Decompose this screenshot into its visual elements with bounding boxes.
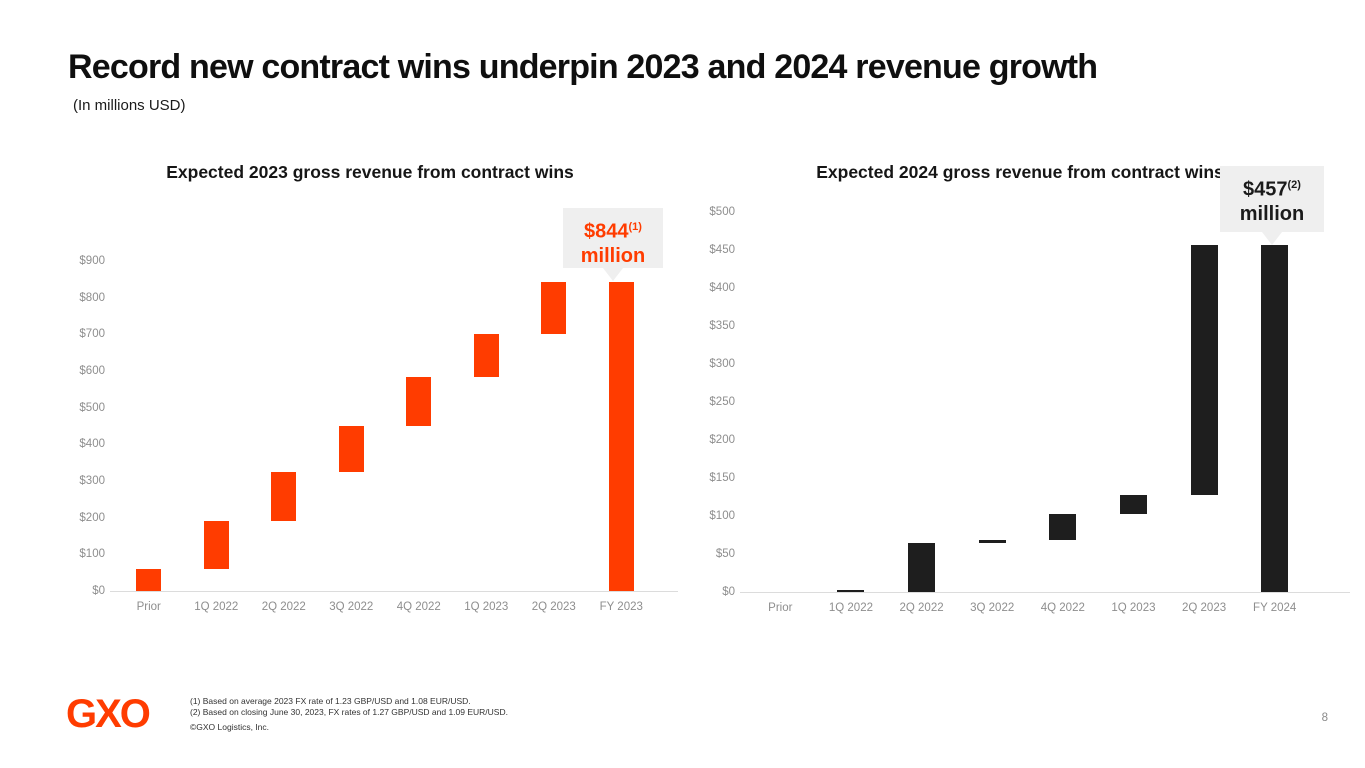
x-axis-category-label: Prior — [768, 602, 793, 614]
callout-2023-total: $844(1) million — [563, 208, 663, 281]
y-axis-tick-label: $0 — [92, 585, 105, 597]
y-axis-tick-label: $350 — [709, 320, 735, 332]
waterfall-bar-1q-2022 — [203, 521, 229, 569]
x-axis-category-label: 3Q 2022 — [970, 602, 1015, 614]
waterfall-bar-3q-2022 — [338, 426, 364, 472]
y-axis-tick-label: $300 — [79, 475, 105, 487]
x-axis-category-label: 2Q 2022 — [261, 601, 306, 613]
waterfall-bar-1q-2023 — [473, 334, 499, 377]
callout-2024-total: $457(2) million — [1220, 166, 1324, 245]
callout-2023-footnote-ref: (1) — [628, 221, 642, 233]
y-axis-tick-label: $0 — [722, 586, 735, 598]
x-axis-line — [740, 592, 1350, 593]
callout-2023-value-line: $844(1) — [569, 215, 657, 244]
x-axis-category-label: 4Q 2022 — [1040, 602, 1085, 614]
waterfall-bar-fy-2023 — [608, 281, 634, 591]
chart-2023-title: Expected 2023 gross revenue from contrac… — [166, 162, 574, 182]
x-axis-category-label: 3Q 2022 — [329, 601, 374, 613]
x-axis-category-label: Prior — [136, 601, 161, 613]
x-axis-category-label: FY 2024 — [1253, 602, 1297, 614]
y-axis-tick-label: $100 — [709, 510, 735, 522]
waterfall-bar-1q-2023 — [1119, 494, 1147, 514]
y-axis-tick-label: $900 — [79, 255, 105, 267]
callout-2024-pointer-icon — [1262, 232, 1282, 245]
footnote-2: (2) Based on closing June 30, 2023, FX r… — [190, 707, 508, 717]
waterfall-bar-3q-2022 — [978, 540, 1006, 543]
x-axis-category-label: 1Q 2022 — [828, 602, 873, 614]
chart-2024-revenue: Expected 2024 gross revenue from contrac… — [690, 150, 1350, 650]
callout-2023-unit: million — [580, 244, 646, 267]
x-axis-category-label: 1Q 2023 — [1111, 602, 1156, 614]
page-number: 8 — [1321, 712, 1328, 724]
callout-2024-value-line: $457(2) — [1226, 173, 1318, 202]
y-axis-tick-label: $200 — [79, 511, 105, 524]
chart-2024-title: Expected 2024 gross revenue from contrac… — [816, 162, 1224, 182]
y-axis-tick-label: $200 — [709, 434, 735, 446]
chart-2023-plot-area: $0 $100 $200 $300 $400 $500 $600 $700 $800 $900 Pr… — [79, 255, 678, 613]
callout-2023-pointer-icon — [603, 268, 623, 281]
chart-2023-revenue: Expected 2023 gross revenue from contrac… — [60, 150, 680, 650]
footnote-1: (1) Based on average 2023 FX rate of 1.2… — [190, 696, 471, 706]
chart-2024-plot-area: $0 $50 $100 $150 $200 $250 $300 $350 $400 $450 $50… — [709, 206, 1350, 614]
waterfall-bar-2q-2023 — [1190, 244, 1218, 495]
callout-2023-value: $844 — [584, 220, 629, 243]
x-axis-category-label: 1Q 2023 — [464, 601, 509, 613]
y-axis-tick-label: $250 — [709, 396, 735, 408]
waterfall-bar-prior — [136, 569, 162, 591]
x-axis-category-label: FY 2023 — [599, 601, 643, 613]
x-axis-category-label: 1Q 2022 — [194, 601, 239, 613]
y-axis-tick-label: $100 — [79, 548, 105, 561]
waterfall-bar-2q-2023 — [541, 281, 567, 335]
x-axis-category-label: 2Q 2022 — [899, 602, 944, 614]
gxo-logo: GXO — [66, 692, 151, 736]
y-axis-tick-label: $400 — [709, 282, 735, 294]
x-axis-category-label: 2Q 2023 — [531, 601, 576, 613]
waterfall-bar-2q-2022 — [908, 542, 936, 592]
copyright-text: ©GXO Logistics, Inc. — [190, 722, 270, 732]
footnotes: (1) Based on average 2023 FX rate of 1.2… — [190, 696, 508, 718]
x-axis-line — [110, 591, 678, 592]
waterfall-bar-4q-2022 — [406, 376, 432, 426]
callout-2024-value: $457 — [1243, 178, 1288, 201]
callout-2024-footnote-ref: (2) — [1287, 179, 1301, 191]
y-axis-tick-label: $300 — [709, 358, 735, 370]
x-axis-category-label: 2Q 2023 — [1182, 602, 1227, 614]
y-axis-tick-label: $50 — [715, 548, 735, 560]
y-axis-tick-label: $800 — [79, 291, 105, 304]
waterfall-bar-2q-2022 — [271, 471, 297, 522]
y-axis-tick-label: $700 — [79, 328, 105, 341]
x-axis-category-label: 4Q 2022 — [396, 601, 441, 613]
y-axis-tick-label: $400 — [79, 438, 105, 451]
y-axis-tick-label: $500 — [709, 206, 735, 218]
y-axis-tick-label: $450 — [709, 244, 735, 256]
waterfall-bar-4q-2022 — [1049, 513, 1077, 541]
slide-title: Record new contract wins underpin 2023 a… — [68, 48, 1098, 86]
y-axis-tick-label: $600 — [79, 365, 105, 377]
waterfall-bar-fy-2024 — [1261, 244, 1289, 592]
slide-subtitle: (In millions USD) — [73, 97, 186, 114]
callout-2024-unit: million — [1239, 202, 1305, 225]
waterfall-bar-1q-2022 — [837, 590, 865, 592]
y-axis-tick-label: $150 — [709, 472, 735, 484]
y-axis-tick-label: $500 — [79, 401, 105, 414]
